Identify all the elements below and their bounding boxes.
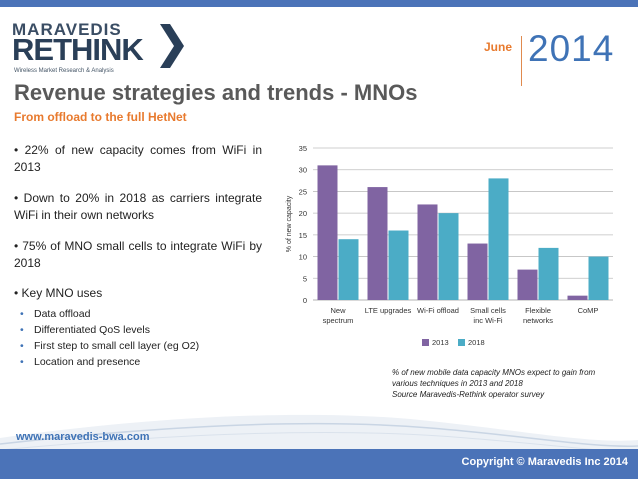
date-year: 2014 (528, 28, 615, 69)
x-tick-label-line: New (330, 306, 346, 315)
x-tick-label: New spectrum (323, 306, 354, 325)
slide-title: Revenue strategies and trends - MNOs (14, 80, 418, 105)
company-logo: MARAVEDIS RETHINK Wireless Market Resear… (12, 20, 184, 82)
y-tick-label: 10 (299, 253, 307, 262)
bar-2018 (538, 247, 559, 300)
bullet-item: • 75% of MNO small cells to integrate Wi… (14, 239, 262, 270)
x-tick-label: CoMP (578, 306, 599, 315)
logo-tagline: Wireless Market Research & Analysis (14, 68, 114, 74)
y-tick-label: 35 (299, 144, 307, 153)
x-tick-label-line: Flexible (525, 306, 551, 315)
bar-2013 (417, 204, 438, 300)
x-tick-label-line: LTE upgrades (365, 306, 412, 315)
sub-bullet-item: Location and presence (14, 354, 262, 370)
y-tick-label: 15 (299, 231, 307, 240)
logo-wordmark-main: RETHINK (12, 32, 144, 67)
decorative-wave (0, 414, 638, 460)
sub-bullet-item: Differentiated QoS levels (14, 322, 262, 338)
x-tick-label: Flexible networks (523, 306, 553, 325)
y-tick-label: 20 (299, 209, 307, 218)
sub-bullet-list: Data offload Differentiated QoS levels F… (14, 306, 262, 370)
slide-subtitle: From offload to the full HetNet (14, 110, 187, 124)
website-link[interactable]: www.maravedis-bwa.com (16, 431, 150, 443)
caption-line: Source Maravedis-Rethink operator survey (392, 390, 545, 399)
x-tick-label-line: networks (523, 316, 553, 325)
x-tick-label: Small cells inc Wi-Fi (470, 306, 506, 325)
x-tick-label: Wi-Fi offload (417, 306, 459, 315)
y-tick-label: 5 (303, 274, 307, 283)
logo-chevron-icon (160, 24, 184, 68)
legend-label: 2013 (432, 338, 449, 347)
bullet-item: • 22% of new capacity comes from WiFi in… (14, 143, 262, 174)
date-divider (521, 36, 522, 86)
bar-2013 (317, 165, 338, 300)
x-tick-label-line: CoMP (578, 306, 599, 315)
legend-swatch (458, 339, 465, 346)
y-tick-label: 0 (303, 296, 307, 305)
bar-2018 (388, 230, 409, 300)
legend-swatch (422, 339, 429, 346)
legend-label: 2018 (468, 338, 485, 347)
bar-2013 (517, 269, 538, 300)
x-tick-label-line: spectrum (323, 316, 354, 325)
bar-2018 (488, 178, 509, 300)
sub-bullet-item: First step to small cell layer (eg O2) (14, 338, 262, 354)
top-accent-bar (0, 0, 638, 7)
y-tick-label: 30 (299, 166, 307, 175)
x-tick-label-line: Small cells (470, 306, 506, 315)
x-tick-label-line: Wi-Fi offload (417, 306, 459, 315)
y-axis-label: % of new capacity (286, 195, 293, 252)
logo-wordmark-top: MARAVEDIS (12, 20, 122, 39)
bottom-bar (0, 449, 638, 479)
bar-2018 (588, 256, 609, 300)
y-tick-label: 25 (299, 187, 307, 196)
capacity-bar-chart: 0 5 10 15 20 25 30 35 % of new capacity New spectr… (286, 144, 613, 347)
bar-2013 (567, 295, 588, 300)
chart-caption: % of new mobile data capacity MNOs expec… (392, 367, 622, 400)
caption-line: various techniques in 2013 and 2018 (392, 379, 523, 388)
bar-2018 (338, 239, 359, 300)
bar-2013 (467, 243, 488, 300)
date-month: June (484, 40, 513, 54)
bullet-list: • 22% of new capacity comes from WiFi in… (14, 142, 262, 370)
bullet-item-key-uses: • Key MNO uses Data offload Differentiat… (14, 285, 262, 370)
copyright-text: Copyright © Maravedis Inc 2014 (461, 456, 628, 468)
bullet-item: • Down to 20% in 2018 as carriers integr… (14, 191, 262, 222)
sub-bullet-item: Data offload (14, 306, 262, 322)
caption-line: % of new mobile data capacity MNOs expec… (392, 368, 596, 377)
bar-2018 (438, 213, 459, 300)
bullet-item-text: • Key MNO uses (14, 286, 103, 300)
x-tick-label-line: inc Wi-Fi (473, 316, 502, 325)
x-tick-label: LTE upgrades (365, 306, 412, 315)
bar-2013 (367, 187, 388, 300)
